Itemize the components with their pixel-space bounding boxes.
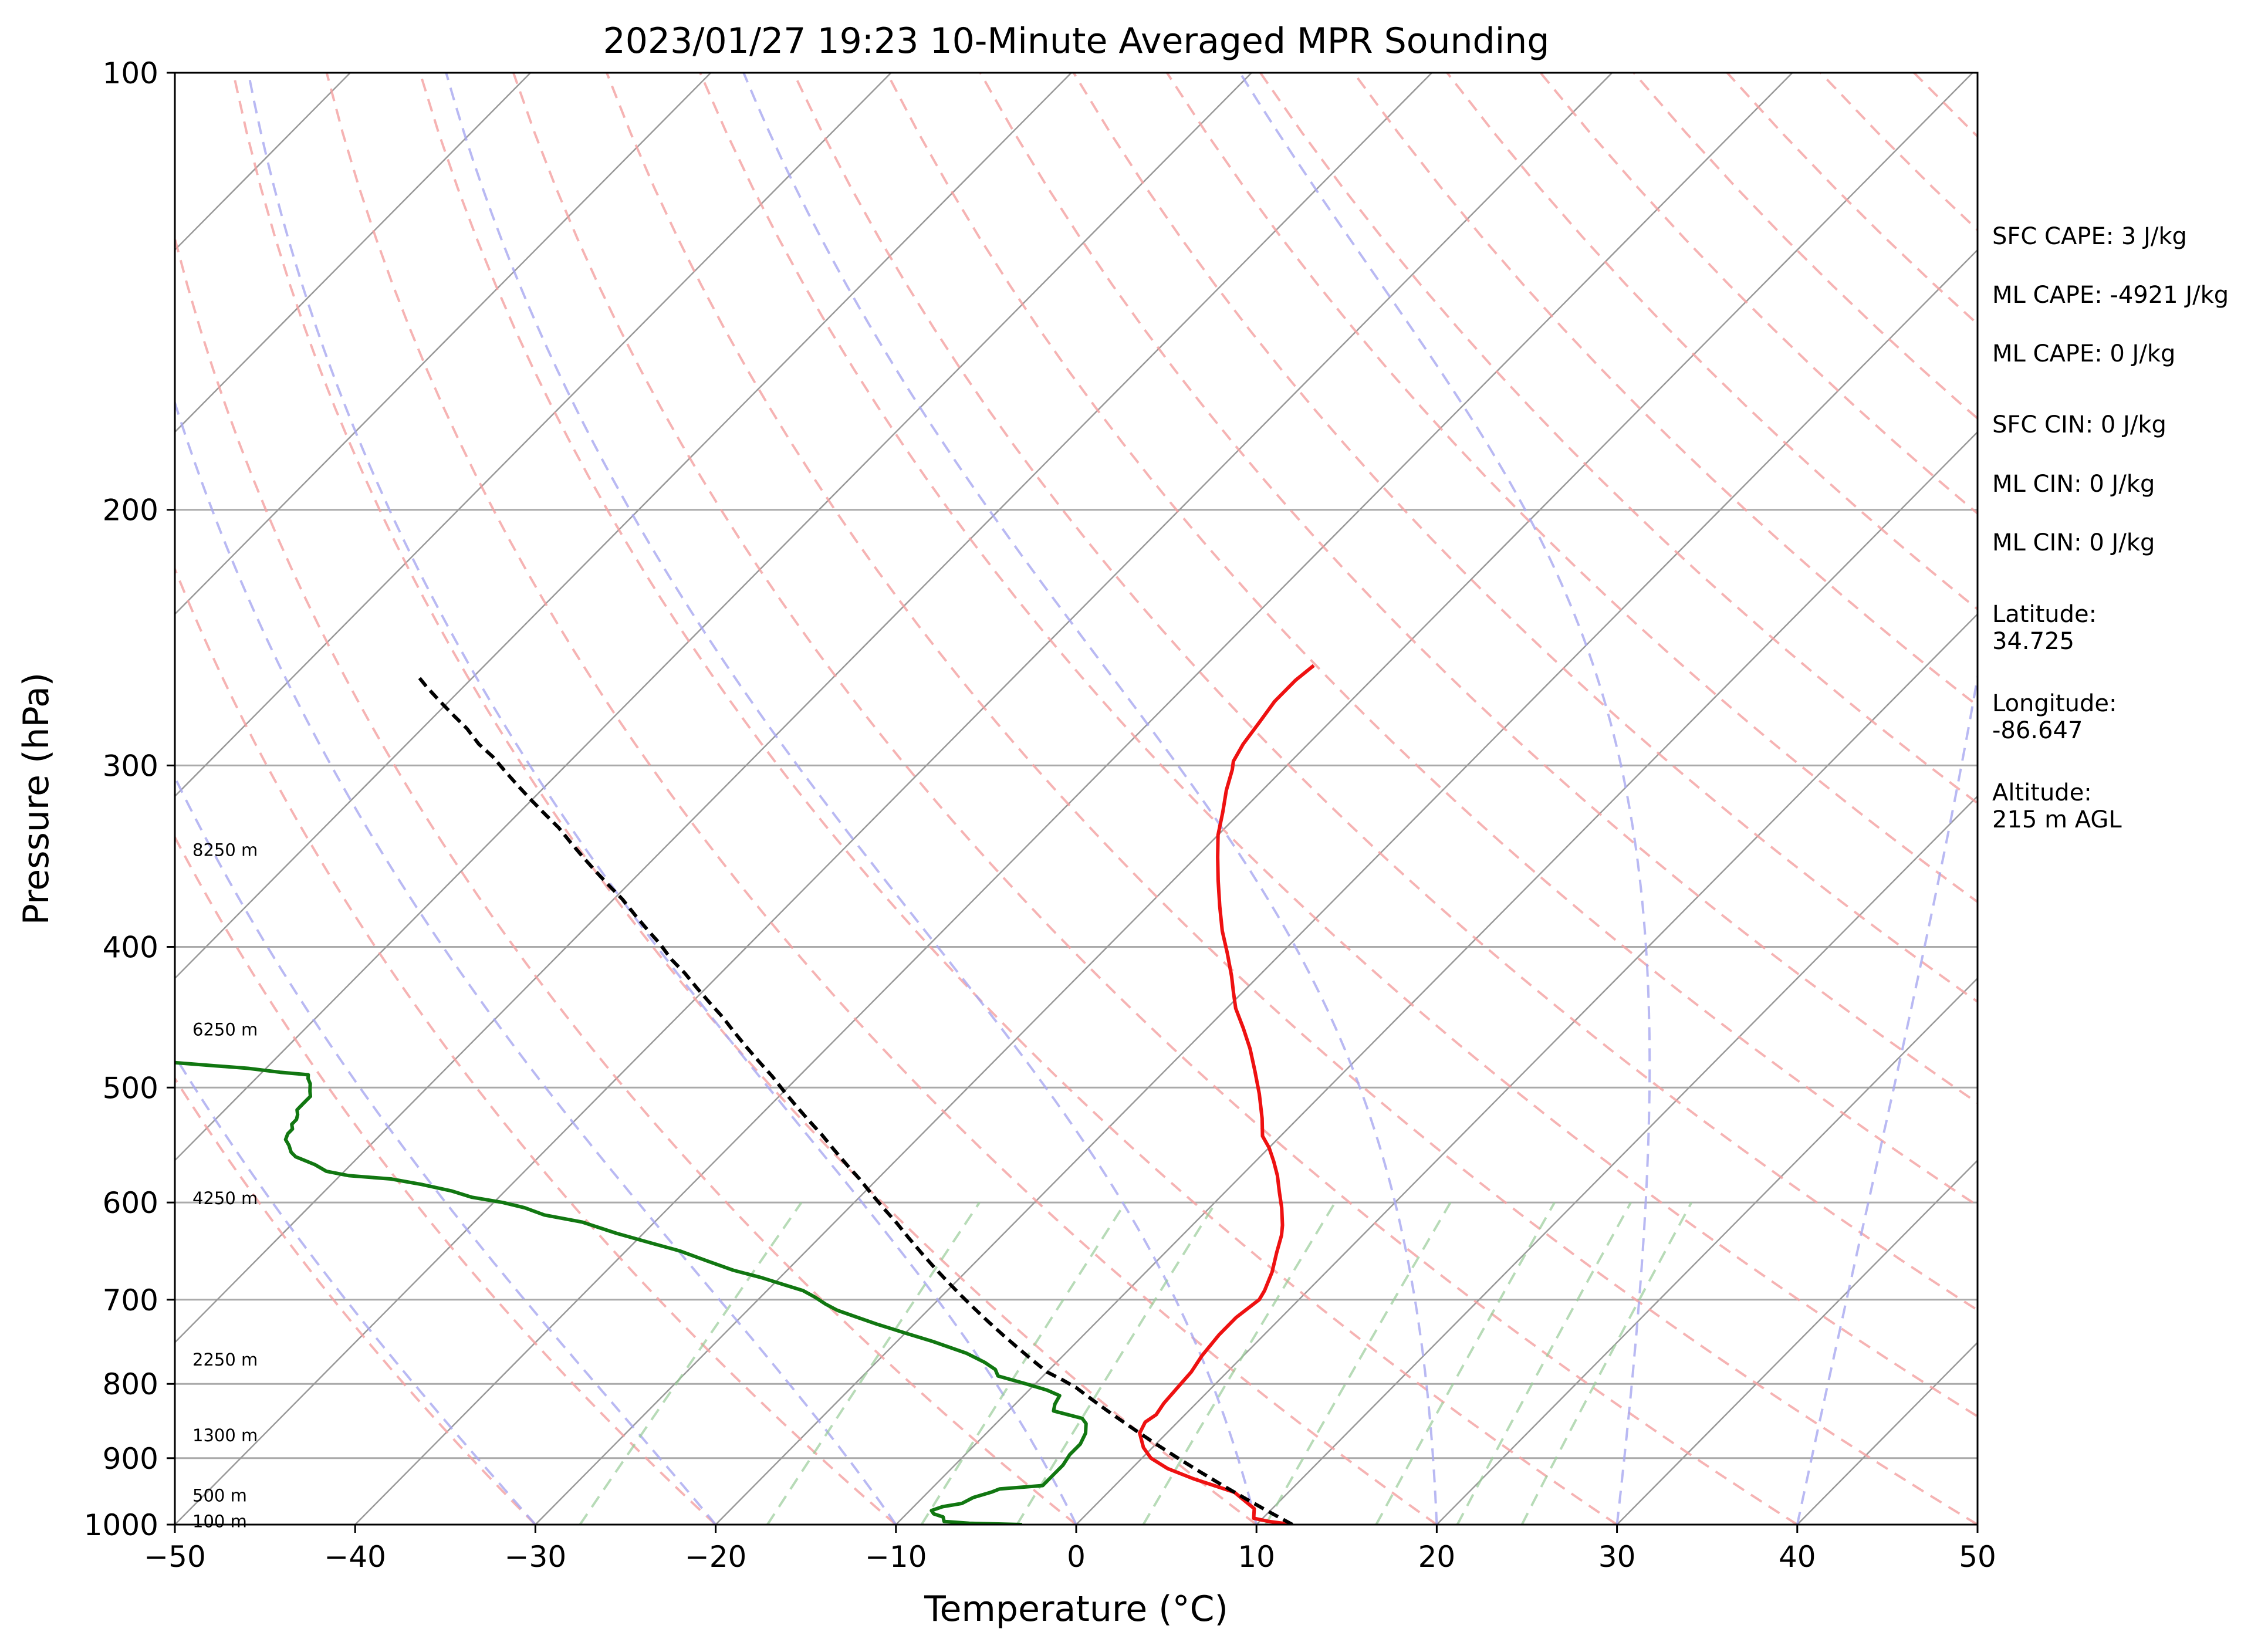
dry-adiabat — [175, 1076, 536, 1525]
y-tick-label: 100 — [103, 56, 158, 90]
latitude-value: 34.725 — [1992, 628, 2074, 655]
x-tick-label: 30 — [1598, 1540, 1636, 1574]
height-label: 500 m — [192, 1486, 247, 1506]
mixing-ratio-line — [1265, 1202, 1452, 1525]
x-axis-label: Temperature (°C) — [924, 1589, 1228, 1630]
latitude-label: Latitude: — [1992, 601, 2097, 628]
altitude-label: Altitude: — [1992, 779, 2092, 806]
dry-adiabat — [512, 73, 1798, 1525]
moist-adiabat — [247, 73, 1077, 1525]
height-label: 4250 m — [192, 1188, 258, 1208]
isotherm-20 — [1436, 977, 1978, 1525]
longitude-value: -86.647 — [1992, 717, 2083, 744]
dry-adiabat — [175, 234, 1077, 1525]
y-tick-label: 900 — [103, 1442, 158, 1476]
moist-adiabat — [1796, 670, 1978, 1525]
series-layer — [175, 664, 1315, 1525]
x-tick-label: −10 — [865, 1540, 927, 1574]
dry-adiabat — [1166, 73, 1978, 904]
dry-adiabat — [792, 73, 1978, 1312]
isotherm--20 — [715, 249, 1978, 1525]
isotherm--90 — [175, 73, 892, 798]
x-tick-label: −20 — [685, 1540, 747, 1574]
dry-adiabat — [175, 566, 897, 1525]
x-tick-label: 50 — [1959, 1540, 1996, 1574]
isotherm-10 — [1256, 795, 1978, 1525]
isotherm--50 — [175, 73, 1613, 1525]
isotherm--70 — [175, 73, 1252, 1162]
isotherm--40 — [354, 73, 1793, 1525]
mixing-ratio-line — [1016, 1202, 1217, 1525]
stat-sfc-cin: SFC CIN: 0 J/kg — [1992, 411, 2166, 438]
altitude-value: 215 m AGL — [1992, 806, 2122, 833]
stats-panel: SFC CAPE: 3 J/kg ML CAPE: -4921 J/kg ML … — [1992, 223, 2229, 556]
mixing-ratio-line — [1456, 1202, 1632, 1525]
height-label: 1300 m — [192, 1425, 258, 1445]
stat-ml-cin-2: ML CIN: 0 J/kg — [1992, 529, 2155, 556]
stat-ml-cin: ML CIN: 0 J/kg — [1992, 471, 2155, 498]
longitude-label: Longitude: — [1992, 690, 2117, 717]
mixing-ratio-line — [1375, 1202, 1556, 1525]
height-label: 100 m — [192, 1512, 247, 1532]
dry-adiabat — [325, 73, 1438, 1525]
height-labels: 100 m 500 m 1300 m 2250 m 4250 m 6250 m 8250 m — [192, 840, 258, 1531]
moist-adiabat — [175, 775, 717, 1525]
mixing-ratio-line — [920, 1202, 1127, 1525]
y-tick-label: 700 — [103, 1283, 158, 1317]
x-tick-label: 10 — [1238, 1540, 1275, 1574]
moist-adiabat — [742, 73, 1438, 1525]
isotherm-30 — [1616, 1159, 1978, 1525]
x-tick-label: −50 — [144, 1540, 206, 1574]
y-tick-label: 300 — [103, 749, 158, 783]
mixing-ratio-line — [1520, 1202, 1693, 1525]
dewpoint-profile — [175, 1060, 1088, 1525]
dry-adiabat — [418, 73, 1618, 1525]
dry-adiabat — [699, 73, 1978, 1418]
temperature-profile — [1138, 664, 1315, 1525]
moist-adiabat — [175, 398, 897, 1525]
x-axis-ticks: −50 −40 −30 −20 −10 0 10 20 30 40 50 — [144, 1525, 1996, 1574]
isotherm--80 — [175, 73, 1072, 979]
parcel-profile — [415, 674, 1294, 1525]
isotherm--100 — [175, 73, 712, 616]
stat-ml-cape-2: ML CAPE: 0 J/kg — [1992, 340, 2175, 367]
dry-adiabat — [1259, 73, 1978, 805]
isotherm-0 — [1076, 613, 1978, 1525]
x-tick-label: 20 — [1418, 1540, 1456, 1574]
height-label: 8250 m — [192, 840, 258, 860]
chart-title: 2023/01/27 19:23 10-Minute Averaged MPR … — [603, 21, 1550, 62]
stat-ml-cape: ML CAPE: -4921 J/kg — [1992, 282, 2229, 309]
mixing-ratio-line — [579, 1201, 803, 1525]
x-tick-label: −30 — [505, 1540, 567, 1574]
stat-sfc-cape: SFC CAPE: 3 J/kg — [1992, 223, 2187, 250]
height-label: 6250 m — [192, 1019, 258, 1039]
dry-adiabat — [606, 73, 1978, 1525]
y-tick-label: 800 — [103, 1367, 158, 1401]
y-tick-label: 1000 — [84, 1508, 158, 1542]
y-axis-ticks: 100 200 300 400 500 600 700 800 900 1000 — [84, 56, 175, 1542]
moist-adiabat — [445, 73, 1258, 1525]
isotherm--10 — [895, 431, 1978, 1525]
dry-adiabat — [232, 73, 1258, 1525]
y-tick-label: 200 — [103, 494, 158, 528]
mixing-ratio-line — [766, 1201, 981, 1525]
y-tick-label: 500 — [103, 1071, 158, 1105]
y-tick-label: 600 — [103, 1186, 158, 1220]
dry-adiabat — [175, 834, 716, 1525]
y-tick-label: 400 — [103, 930, 158, 964]
moist-adiabat — [175, 1054, 536, 1525]
x-tick-label: 40 — [1779, 1540, 1816, 1574]
dry-adiabat — [979, 73, 1978, 1104]
dry-adiabat — [885, 73, 1978, 1207]
isotherm--110 — [175, 73, 531, 433]
x-tick-label: −40 — [324, 1540, 386, 1574]
location-panel: Latitude: 34.725 Longitude: -86.647 Alti… — [1992, 601, 2122, 833]
y-axis-label: Pressure (hPa) — [16, 673, 57, 925]
mixing-ratio-line — [1142, 1202, 1336, 1525]
isotherm--60 — [175, 73, 1432, 1344]
height-label: 2250 m — [192, 1350, 258, 1370]
x-tick-label: 0 — [1067, 1540, 1086, 1574]
